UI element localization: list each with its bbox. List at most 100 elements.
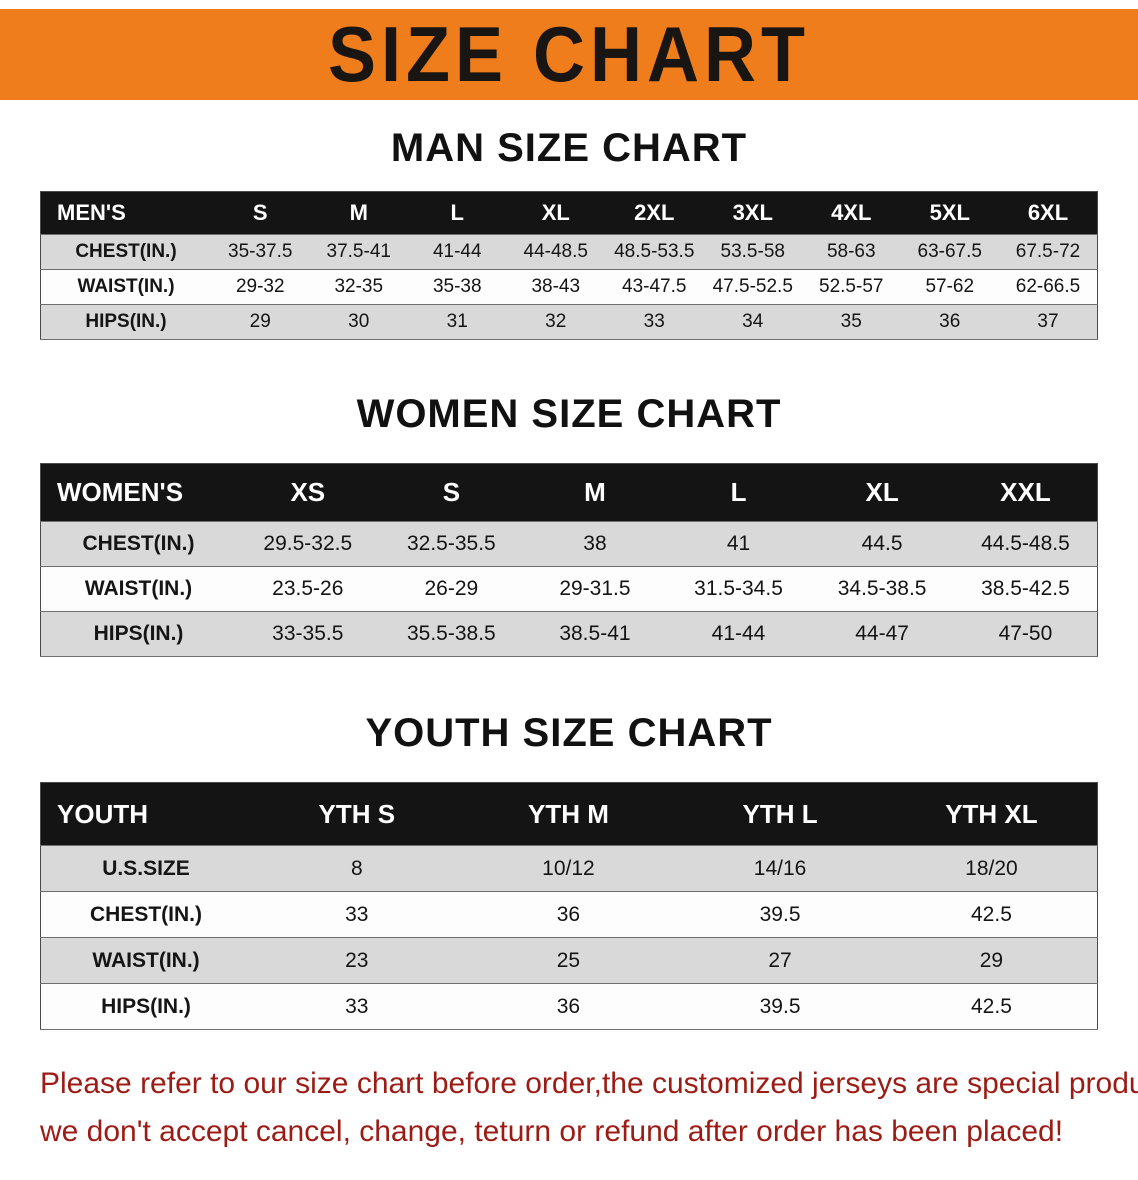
- size-column-header: 2XL: [634, 200, 675, 225]
- size-value: 39.5: [674, 983, 886, 1030]
- size-value: 38: [523, 521, 667, 567]
- men-size-section: MAN SIZE CHART MEN'S S M L XL 2XL 3XL 4XL 5XL 6XL…: [0, 100, 1138, 340]
- table-row: HIPS(IN.) 33-35.5 35.5-38.5 38.5-41 41-44 44-…: [40, 611, 1098, 657]
- size-column-header: L: [450, 200, 464, 225]
- measure-label: HIPS(IN.): [40, 983, 251, 1030]
- order-policy-note: Please refer to our size chart before or…: [40, 1060, 1138, 1156]
- size-value: 36: [900, 304, 999, 340]
- size-value: 67.5-72: [999, 234, 1098, 270]
- size-value: 14/16: [674, 845, 886, 892]
- size-value: 33: [605, 304, 704, 340]
- measure-label: WAIST(IN.): [40, 937, 251, 984]
- size-value: 32.5-35.5: [379, 521, 524, 567]
- table-row: HIPS(IN.) 33 36 39.5 42.5: [40, 983, 1098, 1030]
- table-header-row: WOMEN'S XS S M L XL XXL: [40, 463, 1098, 522]
- table-row: CHEST(IN.) 35-37.5 37.5-41 41-44 44-48.5 48.5…: [40, 234, 1098, 270]
- size-column-header: YTH L: [742, 798, 818, 829]
- size-value: 33: [251, 891, 463, 938]
- table-row: U.S.SIZE 8 10/12 14/16 18/20: [40, 845, 1098, 892]
- size-value: 29: [211, 304, 310, 340]
- size-value: 33: [251, 983, 463, 1030]
- size-value: 35: [802, 304, 901, 340]
- size-column-header: M: [349, 200, 368, 225]
- table-row: WAIST(IN.) 29-32 32-35 35-38 38-43 43-47.5 47.…: [40, 269, 1098, 305]
- size-value: 35-38: [408, 269, 507, 305]
- measure-label: WAIST(IN.): [40, 566, 236, 612]
- size-value: 44.5: [810, 521, 954, 567]
- size-value: 25: [462, 937, 675, 984]
- table-header-row: MEN'S S M L XL 2XL 3XL 4XL 5XL 6XL: [40, 191, 1098, 235]
- banner: SIZE CHART: [0, 9, 1138, 100]
- order-policy-note-line2: we don't accept cancel, change, teturn o…: [40, 1115, 1064, 1148]
- size-value: 57-62: [900, 269, 999, 305]
- size-column-header: L: [730, 477, 747, 507]
- size-value: 35-37.5: [211, 234, 310, 270]
- men-section-heading: MAN SIZE CHART: [390, 126, 748, 170]
- size-column-header: YTH M: [527, 798, 609, 829]
- size-value: 27: [674, 937, 886, 984]
- size-value: 38.5-42.5: [953, 566, 1098, 612]
- women-size-table: WOMEN'S XS S M L XL XXL CHEST(IN.) 29.5-32.5 32.5…: [40, 463, 1098, 657]
- size-value: 36: [462, 983, 675, 1030]
- size-value: 41: [666, 521, 811, 567]
- measure-label: CHEST(IN.): [40, 891, 251, 938]
- size-value: 34.5-38.5: [810, 566, 954, 612]
- size-value: 44-47: [810, 611, 954, 657]
- table-header-row: YOUTH YTH S YTH M YTH L YTH XL: [40, 782, 1098, 846]
- size-value: 29-31.5: [523, 566, 667, 612]
- size-value: 32: [506, 304, 605, 340]
- size-column-header: 4XL: [831, 200, 872, 225]
- size-value: 58-63: [802, 234, 901, 270]
- table-group-label: MEN'S: [57, 200, 126, 225]
- order-policy-note-line1: Please refer to our size chart before or…: [40, 1067, 1138, 1100]
- women-size-section: WOMEN SIZE CHART WOMEN'S XS S M L XL XXL CHEST(…: [0, 340, 1138, 657]
- size-chart-page: SIZE CHART MAN SIZE CHART MEN'S S M L XL 2XL 3…: [0, 9, 1138, 1156]
- size-value: 35.5-38.5: [379, 611, 524, 657]
- size-value: 62-66.5: [999, 269, 1098, 305]
- table-row: WAIST(IN.) 23 25 27 29: [40, 937, 1098, 984]
- measure-label: CHEST(IN.): [40, 234, 211, 270]
- size-value: 10/12: [462, 845, 675, 892]
- size-value: 38-43: [506, 269, 605, 305]
- table-row: CHEST(IN.) 29.5-32.5 32.5-35.5 38 41 44.5 44.5…: [40, 521, 1098, 567]
- size-value: 48.5-53.5: [605, 234, 704, 270]
- table-group-label: YOUTH: [57, 798, 148, 829]
- size-value: 29-32: [211, 269, 310, 305]
- size-value: 37: [999, 304, 1098, 340]
- size-value: 44.5-48.5: [953, 521, 1098, 567]
- men-size-table: MEN'S S M L XL 2XL 3XL 4XL 5XL 6XL CHEST(IN.) 35-37…: [40, 191, 1098, 340]
- size-value: 34: [703, 304, 802, 340]
- table-group-label: WOMEN'S: [57, 477, 184, 507]
- youth-section-heading: YOUTH SIZE CHART: [365, 711, 773, 755]
- youth-size-table: YOUTH YTH S YTH M YTH L YTH XL U.S.SIZE 8 10/12…: [40, 782, 1098, 1030]
- size-value: 47.5-52.5: [703, 269, 802, 305]
- size-value: 31: [408, 304, 507, 340]
- size-value: 41-44: [408, 234, 507, 270]
- table-row: WAIST(IN.) 23.5-26 26-29 29-31.5 31.5-34.5 34…: [40, 566, 1098, 612]
- size-column-header: XL: [541, 200, 570, 225]
- size-value: 36: [462, 891, 675, 938]
- measure-label: WAIST(IN.): [40, 269, 211, 305]
- size-column-header: M: [584, 477, 606, 507]
- youth-size-section: YOUTH SIZE CHART YOUTH YTH S YTH M YTH L YTH…: [0, 657, 1138, 1030]
- page-title: SIZE CHART: [328, 11, 810, 98]
- size-column-header: S: [252, 200, 268, 225]
- size-value: 39.5: [674, 891, 886, 938]
- size-value: 37.5-41: [309, 234, 408, 270]
- size-value: 31.5-34.5: [666, 566, 811, 612]
- size-column-header: YTH XL: [945, 798, 1038, 829]
- size-value: 18/20: [885, 845, 1098, 892]
- size-value: 43-47.5: [605, 269, 704, 305]
- size-value: 63-67.5: [900, 234, 999, 270]
- measure-label: CHEST(IN.): [40, 521, 236, 567]
- size-column-header: 5XL: [929, 200, 970, 225]
- size-value: 23: [251, 937, 463, 984]
- size-value: 32-35: [309, 269, 408, 305]
- size-value: 44-48.5: [506, 234, 605, 270]
- size-value: 47-50: [953, 611, 1098, 657]
- size-value: 41-44: [666, 611, 811, 657]
- table-row: CHEST(IN.) 33 36 39.5 42.5: [40, 891, 1098, 938]
- size-value: 38.5-41: [523, 611, 667, 657]
- size-column-header: S: [442, 477, 461, 507]
- size-column-header: XS: [290, 477, 326, 507]
